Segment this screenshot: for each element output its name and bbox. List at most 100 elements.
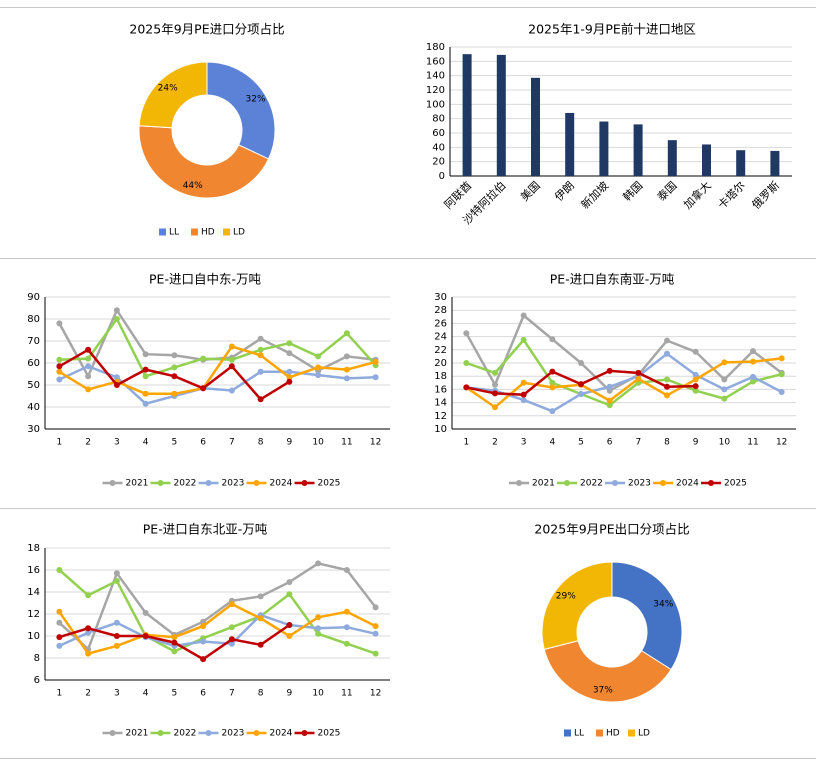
point bbox=[606, 367, 613, 374]
x-tick-label: 1 bbox=[463, 438, 469, 448]
x-tick-label: 6 bbox=[200, 438, 206, 448]
point bbox=[142, 351, 149, 358]
point bbox=[171, 634, 178, 641]
legend-label: HD bbox=[606, 729, 620, 739]
point bbox=[286, 633, 293, 639]
chart-title: 2025年9月PE进口分项占比 bbox=[129, 22, 284, 37]
y-tick-label: 160 bbox=[426, 56, 445, 67]
legend-marker bbox=[564, 480, 570, 486]
chart-title: PE-进口自东北亚-万吨 bbox=[143, 522, 268, 537]
point bbox=[200, 355, 207, 362]
legend-label: 2021 bbox=[532, 479, 555, 489]
x-tick-label: 11 bbox=[747, 438, 758, 448]
legend-label: 2021 bbox=[126, 729, 149, 739]
point bbox=[56, 363, 63, 370]
point bbox=[85, 355, 92, 362]
y-tick-label: 26 bbox=[434, 318, 447, 329]
y-tick-label: 120 bbox=[426, 85, 445, 96]
y-tick-label: 40 bbox=[432, 142, 445, 153]
point bbox=[142, 390, 149, 397]
legend-label: LL bbox=[169, 228, 179, 238]
x-tick-label: 8 bbox=[258, 689, 264, 699]
point bbox=[257, 641, 264, 648]
x-tick-label: 7 bbox=[229, 689, 235, 699]
x-tick-label: 阿联酋 bbox=[441, 178, 474, 211]
chart-title: 2025年1-9月PE前十进口地区 bbox=[528, 22, 696, 37]
point bbox=[549, 368, 556, 375]
x-tick-label: 5 bbox=[172, 438, 178, 448]
point bbox=[750, 348, 756, 355]
data-label: 29% bbox=[556, 592, 576, 602]
point bbox=[56, 376, 63, 383]
point bbox=[142, 609, 149, 616]
point bbox=[578, 381, 584, 388]
legend-swatch bbox=[628, 729, 635, 737]
point bbox=[520, 336, 527, 343]
bar bbox=[599, 121, 609, 176]
point bbox=[315, 560, 322, 567]
y-tick-label: 70 bbox=[27, 336, 40, 347]
x-tick-label: 10 bbox=[312, 438, 324, 448]
legend-label: 2024 bbox=[270, 729, 293, 739]
data-label: 24% bbox=[158, 84, 178, 94]
point bbox=[85, 363, 92, 370]
y-tick-label: 80 bbox=[27, 314, 40, 325]
x-tick-label: 卡塔尔 bbox=[715, 179, 748, 212]
point bbox=[606, 402, 613, 409]
x-tick-label: 2 bbox=[85, 438, 91, 448]
bar bbox=[736, 150, 746, 176]
point bbox=[606, 383, 613, 390]
point bbox=[113, 578, 120, 584]
point bbox=[85, 592, 92, 599]
point bbox=[721, 395, 728, 402]
point bbox=[315, 625, 322, 632]
legend-label: 2022 bbox=[580, 479, 603, 489]
x-tick-label: 韩国 bbox=[620, 178, 645, 203]
point bbox=[113, 316, 120, 322]
point bbox=[56, 634, 63, 641]
point bbox=[549, 379, 556, 386]
legend-marker bbox=[301, 730, 308, 736]
x-tick-label: 9 bbox=[287, 689, 293, 699]
bar bbox=[702, 144, 711, 176]
y-tick-label: 30 bbox=[27, 424, 40, 435]
point bbox=[372, 630, 379, 637]
point bbox=[113, 374, 120, 381]
legend-marker bbox=[109, 730, 116, 736]
point bbox=[286, 378, 293, 385]
chart-title: PE-进口自中东-万吨 bbox=[149, 272, 261, 287]
point bbox=[56, 320, 63, 327]
series-line bbox=[58, 562, 377, 652]
point bbox=[257, 396, 264, 403]
x-tick-label: 1 bbox=[57, 689, 63, 699]
x-tick-label: 加拿大 bbox=[681, 178, 714, 211]
point bbox=[343, 330, 350, 337]
legend-marker bbox=[253, 730, 260, 736]
point bbox=[343, 353, 350, 360]
y-tick-label: 20 bbox=[434, 358, 447, 369]
legend-label: 2025 bbox=[724, 479, 747, 489]
point bbox=[113, 570, 120, 577]
x-tick-label: 4 bbox=[549, 438, 555, 448]
x-tick-label: 9 bbox=[693, 438, 699, 448]
point bbox=[171, 352, 178, 359]
point bbox=[56, 619, 63, 626]
x-tick-label: 2 bbox=[85, 689, 91, 699]
x-tick-label: 12 bbox=[370, 689, 381, 699]
point bbox=[56, 608, 63, 615]
bar bbox=[496, 54, 506, 177]
point bbox=[343, 567, 350, 573]
y-tick-label: 40 bbox=[27, 402, 40, 413]
point bbox=[171, 390, 178, 397]
bar bbox=[633, 124, 643, 176]
point bbox=[286, 579, 293, 586]
point bbox=[142, 366, 149, 373]
point bbox=[578, 360, 584, 366]
point bbox=[372, 604, 379, 611]
point bbox=[343, 366, 350, 373]
data-label: 37% bbox=[593, 685, 613, 695]
point bbox=[606, 397, 613, 404]
data-label: 44% bbox=[183, 181, 203, 191]
point bbox=[257, 368, 264, 375]
donut-slice bbox=[611, 561, 683, 671]
